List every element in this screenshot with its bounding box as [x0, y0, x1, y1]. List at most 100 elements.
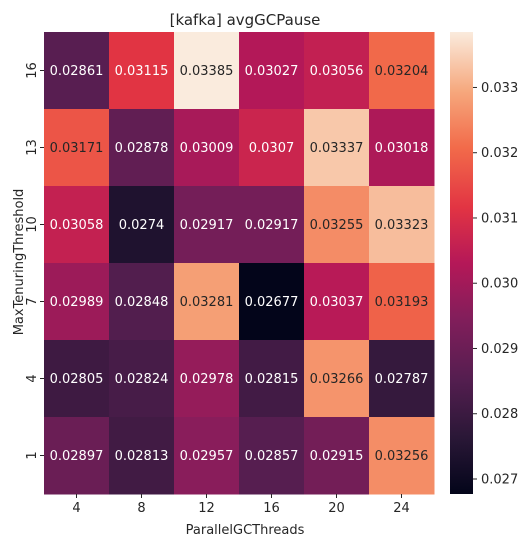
cell-value-label: 0.0307	[249, 141, 295, 156]
colorbar-tick-label: 0.032	[481, 146, 518, 161]
heatmap-cell	[369, 32, 435, 110]
cell-value-label: 0.03027	[245, 64, 299, 79]
x-axis: 4 8 12 16 20 24	[72, 494, 410, 516]
x-tick-label: 12	[198, 501, 215, 516]
heatmap-cell	[44, 32, 110, 110]
heatmap-cell	[369, 186, 435, 264]
colorbar-gradient	[450, 32, 473, 494]
cell-value-label: 0.02957	[180, 449, 234, 464]
cell-value-label: 0.03204	[375, 64, 429, 79]
cell-value-label: 0.03266	[310, 372, 364, 387]
heatmap-cell	[174, 417, 240, 495]
cell-value-label: 0.02917	[245, 218, 299, 233]
colorbar-tick-label: 0.031	[481, 211, 518, 226]
heatmap-cell	[44, 340, 110, 418]
heatmap-cell	[44, 109, 110, 187]
y-tick-label: 4	[25, 374, 40, 382]
y-tick-label: 16	[25, 62, 40, 79]
heatmap-cell	[304, 186, 370, 264]
colorbar: 0.027 0.028 0.029 0.030 0.031 0.032 0.033	[450, 32, 518, 494]
cell-value-label: 0.02861	[50, 64, 104, 79]
y-tick-label: 13	[25, 139, 40, 156]
heatmap-cell	[109, 263, 175, 341]
cell-value-label: 0.02805	[50, 372, 104, 387]
cell-value-label: 0.03281	[180, 295, 234, 310]
cell-value-label: 0.03171	[50, 141, 104, 156]
colorbar-tick-label: 0.028	[481, 407, 518, 422]
heatmap-cell	[44, 263, 110, 341]
cell-value-label: 0.03018	[375, 141, 429, 156]
colorbar-tick-label: 0.027	[481, 472, 518, 487]
heatmap-cell	[109, 32, 175, 110]
cell-value-label: 0.02857	[245, 449, 299, 464]
cell-value-label: 0.0274	[119, 218, 165, 233]
colorbar-tick-label: 0.030	[481, 277, 518, 292]
heatmap-cell	[239, 263, 305, 341]
heatmap-grid: 0.02861 0.03115 0.03385 0.03027 0.03056 0.032…	[44, 32, 435, 495]
heatmap-cell	[304, 109, 370, 187]
heatmap-cell	[44, 417, 110, 495]
x-tick-label: 4	[72, 501, 80, 516]
heatmap-cell	[304, 32, 370, 110]
cell-value-label: 0.02815	[245, 372, 299, 387]
heatmap-cell	[44, 186, 110, 264]
x-tick-label: 16	[263, 501, 280, 516]
heatmap-cell	[174, 32, 240, 110]
cell-value-label: 0.02824	[115, 372, 169, 387]
cell-value-label: 0.03115	[115, 64, 169, 79]
cell-value-label: 0.02978	[180, 372, 234, 387]
heatmap-cell	[304, 340, 370, 418]
y-axis-label: MaxTenuringThreshold	[12, 189, 27, 336]
cell-value-label: 0.02878	[115, 141, 169, 156]
heatmap-cell	[239, 417, 305, 495]
cell-value-label: 0.02677	[245, 295, 299, 310]
heatmap-cell	[239, 109, 305, 187]
heatmap-cell	[239, 32, 305, 110]
heatmap-cell	[174, 186, 240, 264]
heatmap-cell	[109, 417, 175, 495]
cell-value-label: 0.03009	[180, 141, 234, 156]
cell-value-label: 0.03385	[180, 64, 234, 79]
cell-value-label: 0.02989	[50, 295, 104, 310]
cell-value-label: 0.02848	[115, 295, 169, 310]
y-tick-label: 7	[25, 297, 40, 305]
x-axis-label: ParallelGCThreads	[186, 523, 305, 538]
heatmap-cell	[239, 186, 305, 264]
x-tick-label: 24	[393, 501, 410, 516]
cell-value-label: 0.03037	[310, 295, 364, 310]
chart-title: [kafka] avgGCPause	[170, 11, 321, 29]
heatmap-cell	[174, 109, 240, 187]
cell-value-label: 0.02813	[115, 449, 169, 464]
y-tick-label: 1	[25, 451, 40, 459]
cell-value-label: 0.03058	[50, 218, 104, 233]
cell-value-label: 0.03255	[310, 218, 364, 233]
heatmap-cell	[304, 417, 370, 495]
cell-value-label: 0.02915	[310, 449, 364, 464]
cell-value-label: 0.02787	[375, 372, 429, 387]
x-tick-label: 8	[137, 501, 145, 516]
x-tick-label: 20	[328, 501, 345, 516]
cell-value-label: 0.03056	[310, 64, 364, 79]
heatmap-cell	[109, 186, 175, 264]
cell-value-label: 0.02917	[180, 218, 234, 233]
cell-value-label: 0.03337	[310, 141, 364, 156]
cell-value-label: 0.02897	[50, 449, 104, 464]
cell-value-label: 0.03323	[375, 218, 429, 233]
heatmap-cell	[109, 340, 175, 418]
y-axis: 16 13 10 7 4 1	[25, 62, 44, 460]
heatmap-cell	[239, 340, 305, 418]
heatmap-cell	[174, 340, 240, 418]
heatmap-cell	[369, 109, 435, 187]
y-tick-label: 10	[25, 216, 40, 233]
cell-value-label: 0.03193	[375, 295, 429, 310]
colorbar-tick-label: 0.029	[481, 342, 518, 357]
cell-value-label: 0.03256	[375, 449, 429, 464]
heatmap-cell	[304, 263, 370, 341]
heatmap-cell	[109, 109, 175, 187]
colorbar-tick-label: 0.033	[481, 81, 518, 96]
heatmap-cell	[369, 340, 435, 418]
heatmap-cell	[369, 417, 435, 495]
heatmap-cell	[369, 263, 435, 341]
heatmap-cell	[174, 263, 240, 341]
